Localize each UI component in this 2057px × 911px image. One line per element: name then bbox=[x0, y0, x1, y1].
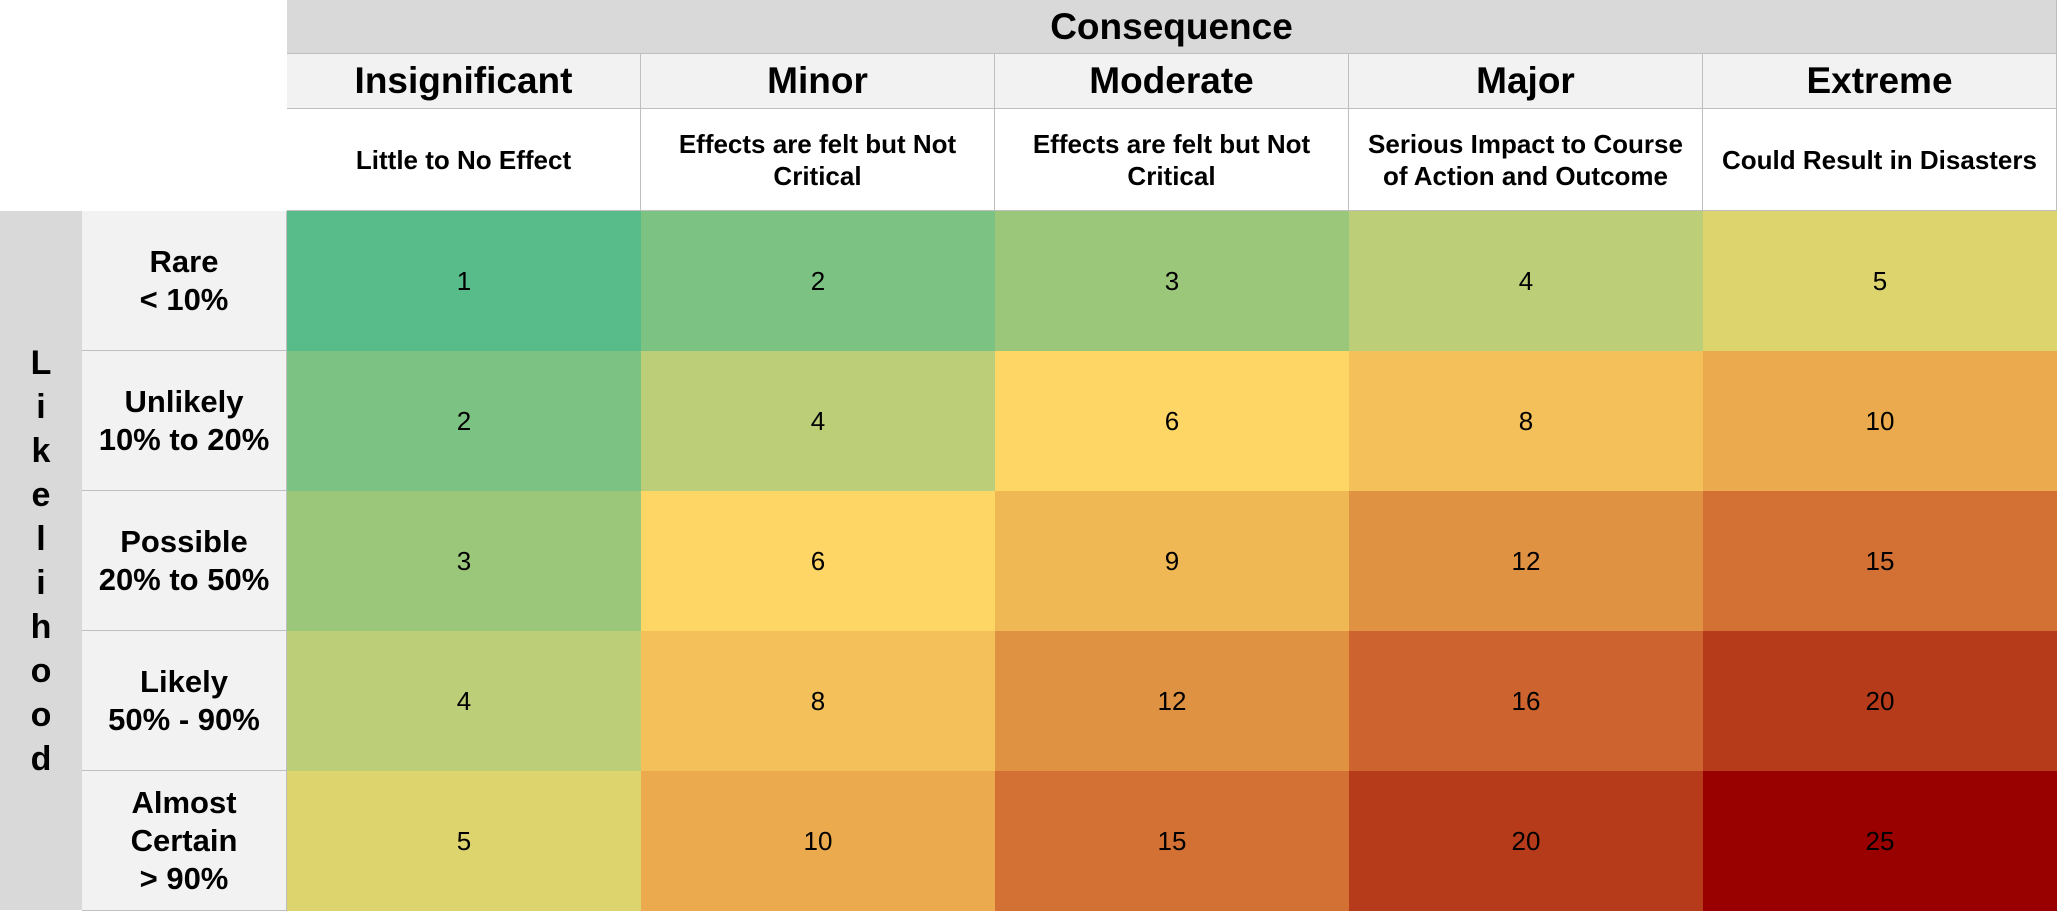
risk-cell: 25 bbox=[1703, 771, 2057, 911]
consequence-column-description: Serious Impact to Course of Action and O… bbox=[1349, 109, 1703, 211]
risk-cell: 16 bbox=[1349, 631, 1703, 771]
risk-cell: 12 bbox=[995, 631, 1349, 771]
likelihood-letter: e bbox=[31, 475, 51, 514]
consequence-column-header: Extreme bbox=[1703, 54, 2057, 109]
likelihood-letter: i bbox=[36, 563, 46, 602]
consequence-column-header: Major bbox=[1349, 54, 1703, 109]
risk-cell: 15 bbox=[995, 771, 1349, 911]
likelihood-letter: o bbox=[30, 651, 52, 690]
likelihood-row-header: Possible 20% to 50% bbox=[82, 491, 287, 631]
consequence-column-description: Effects are felt but Not Critical bbox=[641, 109, 995, 211]
risk-cell: 2 bbox=[287, 351, 641, 491]
consequence-column-description: Effects are felt but Not Critical bbox=[995, 109, 1349, 211]
likelihood-letter: h bbox=[30, 607, 52, 646]
risk-cell: 20 bbox=[1349, 771, 1703, 911]
risk-cell: 1 bbox=[287, 211, 641, 351]
risk-cell: 8 bbox=[641, 631, 995, 771]
likelihood-row-header: Rare < 10% bbox=[82, 211, 287, 351]
risk-cell: 4 bbox=[287, 631, 641, 771]
consequence-column-header: Moderate bbox=[995, 54, 1349, 109]
consequence-column-header: Minor bbox=[641, 54, 995, 109]
risk-cell: 4 bbox=[641, 351, 995, 491]
risk-cell: 20 bbox=[1703, 631, 2057, 771]
risk-cell: 9 bbox=[995, 491, 1349, 631]
likelihood-letter: d bbox=[30, 739, 52, 778]
risk-cell: 5 bbox=[287, 771, 641, 911]
risk-cell: 8 bbox=[1349, 351, 1703, 491]
likelihood-letter: L bbox=[30, 343, 52, 382]
likelihood-row-header: Likely 50% - 90% bbox=[82, 631, 287, 771]
consequence-column-description: Could Result in Disasters bbox=[1703, 109, 2057, 211]
consequence-column-header: Insignificant bbox=[287, 54, 641, 109]
risk-cell: 10 bbox=[1703, 351, 2057, 491]
risk-cell: 3 bbox=[287, 491, 641, 631]
chart-title: Consequence bbox=[287, 0, 2057, 54]
likelihood-letter: k bbox=[31, 431, 51, 470]
risk-cell: 6 bbox=[641, 491, 995, 631]
risk-cell: 2 bbox=[641, 211, 995, 351]
likelihood-row-header: Unlikely 10% to 20% bbox=[82, 351, 287, 491]
risk-cell: 3 bbox=[995, 211, 1349, 351]
risk-cell: 4 bbox=[1349, 211, 1703, 351]
likelihood-letter: i bbox=[36, 387, 46, 426]
consequence-column-description: Little to No Effect bbox=[287, 109, 641, 211]
risk-cell: 5 bbox=[1703, 211, 2057, 351]
likelihood-row-header: Almost Certain > 90% bbox=[82, 771, 287, 911]
risk-cell: 6 bbox=[995, 351, 1349, 491]
risk-cell: 15 bbox=[1703, 491, 2057, 631]
risk-cell: 12 bbox=[1349, 491, 1703, 631]
likelihood-letter: l bbox=[36, 519, 46, 558]
risk-cell: 10 bbox=[641, 771, 995, 911]
likelihood-letter: o bbox=[30, 695, 52, 734]
